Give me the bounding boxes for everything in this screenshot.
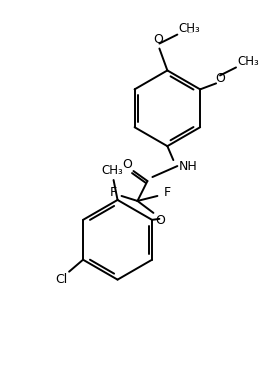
Text: O: O [215,72,225,85]
Text: Cl: Cl [55,273,67,286]
Text: F: F [164,186,171,199]
Text: F: F [110,186,117,199]
Text: CH₃: CH₃ [178,22,200,35]
Text: O: O [155,214,165,227]
Text: O: O [153,33,163,46]
Text: CH₃: CH₃ [237,55,259,68]
Text: CH₃: CH₃ [102,164,124,176]
Text: O: O [122,158,133,171]
Text: methoxy: methoxy [188,32,194,33]
Text: NH: NH [178,159,197,172]
